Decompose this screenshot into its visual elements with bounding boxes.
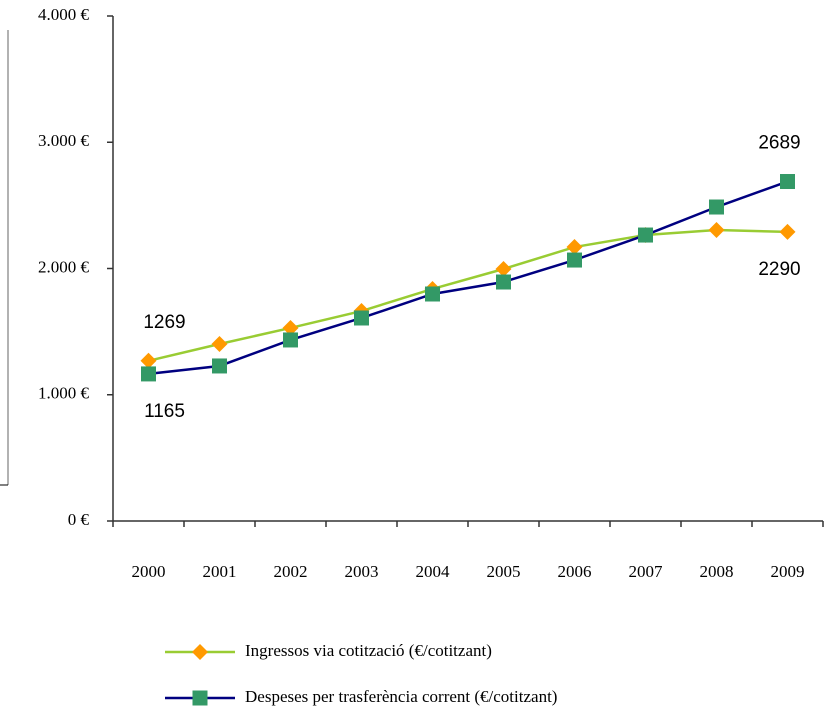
y-tick-label: 0 € [68,510,90,529]
x-tick-label: 2002 [274,562,308,581]
legend-label: Ingressos via cotització (€/cotitzant) [245,641,492,660]
x-tick-label: 2005 [487,562,521,581]
marker [354,310,369,326]
x-tick-label: 2001 [203,562,237,581]
x-tick-label: 2003 [345,562,379,581]
series-line [148,180,788,376]
marker [495,261,512,278]
marker [708,221,725,238]
marker [567,252,582,268]
data-label: 2689 [758,133,800,154]
y-tick-label: 2.000 € [38,257,90,276]
marker [141,366,156,382]
marker [283,332,298,348]
marker [140,352,157,369]
x-tick-label: 2006 [558,562,592,581]
marker [192,644,208,660]
y-tick-label: 3.000 € [38,131,90,150]
marker [566,239,583,256]
data-label: 1269 [143,312,185,333]
y-tick-label: 4.000 € [38,5,90,24]
x-tick-label: 2008 [700,562,734,581]
legend-label: Despeses per trasferència corrent (€/cot… [245,687,557,706]
marker [496,274,511,290]
x-tick-label: 2009 [771,562,805,581]
data-label: 2290 [758,259,800,280]
x-tick-label: 2004 [416,562,451,581]
marker [709,199,724,215]
x-tick-label: 2007 [629,562,664,581]
marker [780,174,795,190]
x-tick-label: 2000 [132,562,166,581]
y-tick-label: 1.000 € [38,384,90,403]
marker [779,223,796,240]
series-line [148,228,788,363]
marker [211,335,228,352]
marker [282,319,299,336]
marker [192,690,208,706]
data-label: 1165 [144,401,185,422]
marker [212,358,227,374]
marker [638,227,653,243]
marker [425,286,440,302]
